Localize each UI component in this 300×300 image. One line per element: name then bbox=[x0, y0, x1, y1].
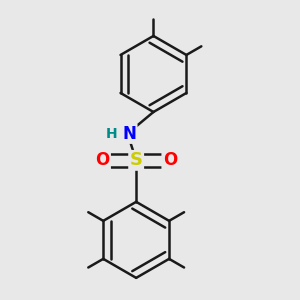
Text: O: O bbox=[163, 152, 177, 169]
Text: O: O bbox=[95, 152, 110, 169]
Text: S: S bbox=[130, 152, 143, 169]
Text: N: N bbox=[122, 124, 136, 142]
Text: H: H bbox=[106, 127, 118, 141]
